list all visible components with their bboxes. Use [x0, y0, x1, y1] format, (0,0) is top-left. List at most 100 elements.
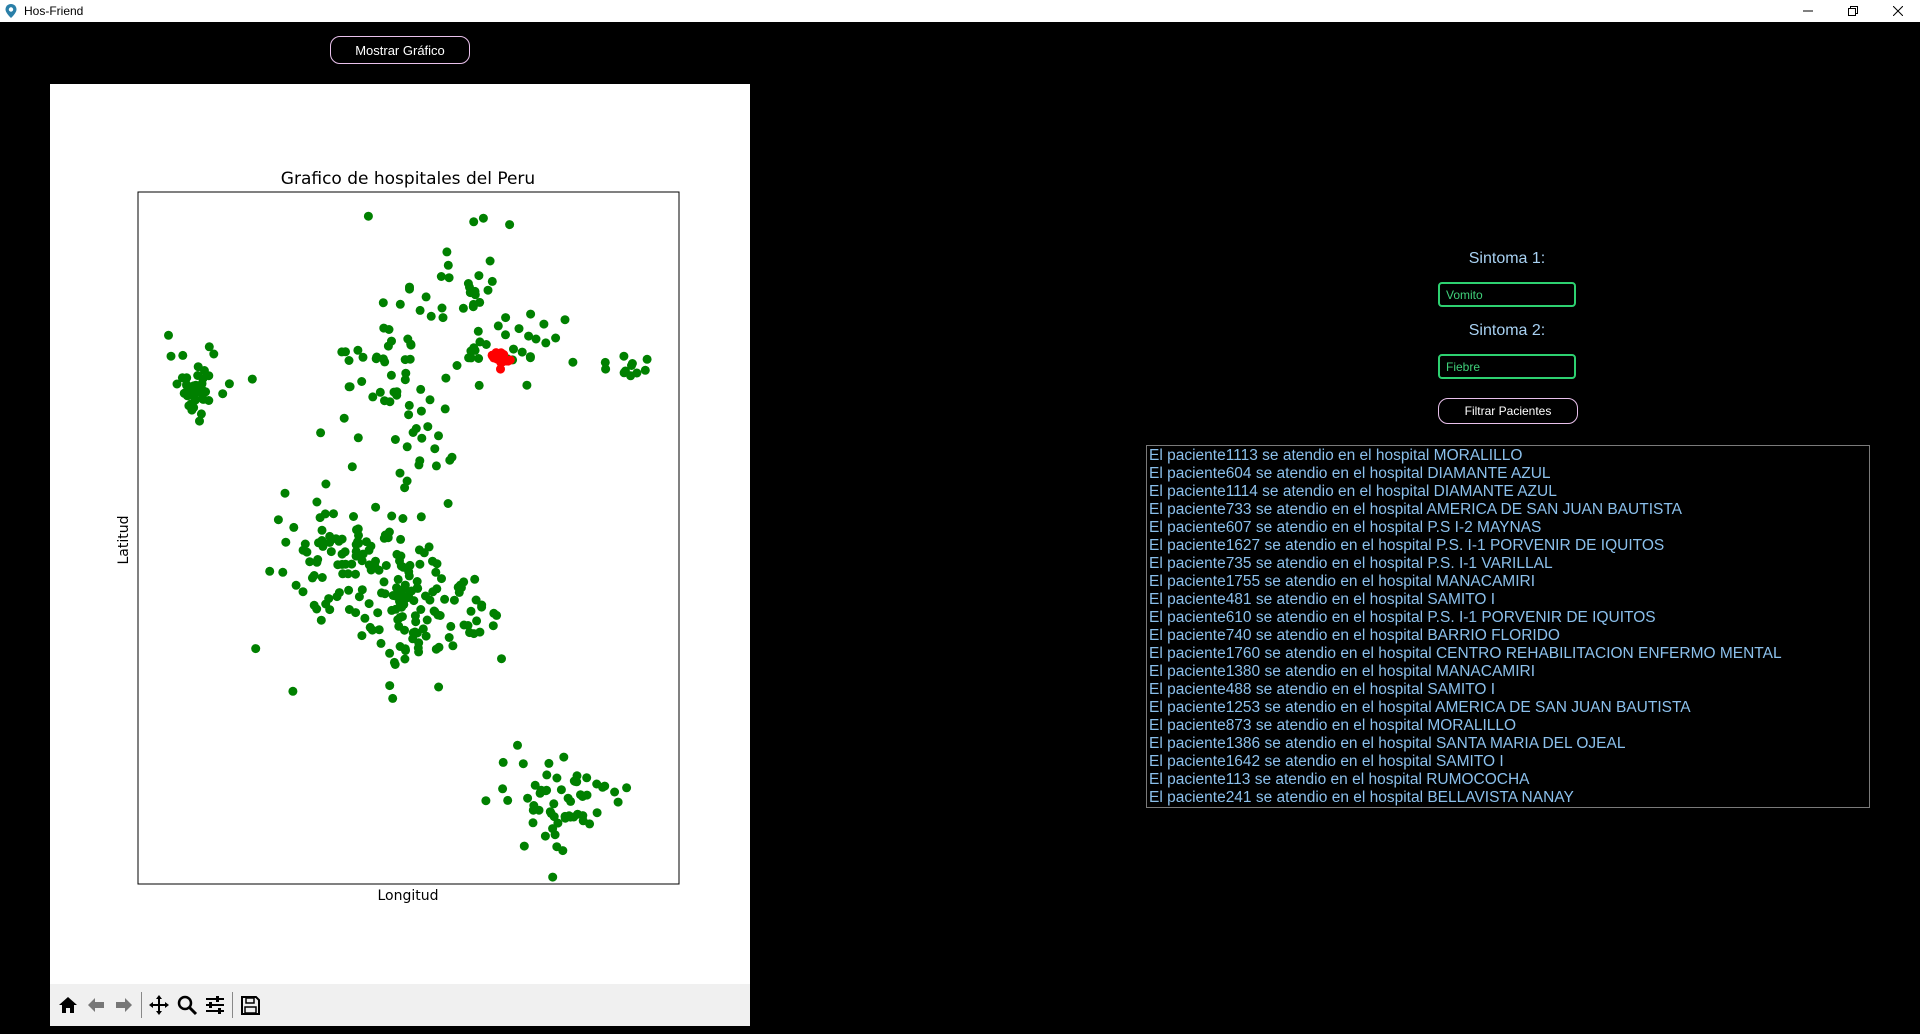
data-point	[291, 580, 301, 590]
data-point	[406, 340, 416, 350]
data-point	[437, 303, 447, 313]
data-point	[317, 536, 327, 545]
pan-icon	[149, 995, 169, 1015]
close-button[interactable]	[1875, 0, 1920, 22]
data-point	[474, 354, 484, 363]
data-point	[418, 624, 428, 634]
filter-patients-button[interactable]: Filtrar Pacientes	[1438, 398, 1578, 424]
save-button[interactable]	[236, 991, 264, 1019]
data-point	[338, 569, 348, 579]
data-point	[400, 483, 410, 493]
chart-title: Grafico de hospitales del Peru	[281, 169, 535, 189]
data-point	[396, 534, 406, 544]
configure-button[interactable]	[201, 991, 229, 1019]
zoom-button[interactable]	[173, 991, 201, 1019]
data-point	[501, 313, 511, 323]
data-point	[400, 580, 410, 590]
data-point	[610, 787, 620, 797]
data-point	[395, 299, 405, 309]
data-point	[552, 773, 562, 783]
data-point	[288, 686, 298, 696]
minimize-icon	[1802, 10, 1813, 12]
data-point	[470, 286, 480, 296]
data-point	[172, 379, 182, 389]
data-point	[600, 357, 610, 367]
data-point	[196, 409, 206, 419]
data-point	[224, 379, 234, 389]
home-button[interactable]	[54, 991, 82, 1019]
data-point	[374, 565, 384, 575]
toolbar-separator	[141, 992, 142, 1018]
data-point	[478, 213, 488, 223]
data-points	[164, 211, 652, 882]
back-button[interactable]	[82, 991, 110, 1019]
scatter-chart[interactable]: Grafico de hospitales del Peru Longitud …	[50, 84, 750, 984]
minimize-button[interactable]	[1785, 0, 1830, 22]
data-point	[313, 555, 323, 564]
data-point	[387, 605, 397, 615]
data-point	[375, 387, 385, 397]
data-point	[393, 615, 403, 625]
symptom1-input[interactable]	[1438, 282, 1576, 307]
data-point	[371, 502, 381, 512]
data-point	[423, 422, 433, 432]
data-point	[443, 260, 453, 270]
data-point	[489, 353, 499, 363]
data-point	[379, 577, 389, 587]
data-point	[193, 362, 203, 372]
data-point	[472, 616, 482, 626]
result-item: El paciente604 se atendio en el hospital…	[1149, 465, 1551, 482]
data-point	[404, 567, 414, 577]
data-point	[251, 644, 261, 654]
data-point	[289, 522, 299, 532]
data-point	[357, 631, 367, 641]
restore-icon	[1847, 6, 1858, 16]
data-point	[378, 298, 388, 308]
data-point	[398, 514, 408, 523]
data-point	[514, 324, 524, 334]
forward-button[interactable]	[110, 991, 138, 1019]
data-point	[401, 368, 411, 378]
y-axis-label: Latitud	[116, 515, 132, 564]
plot-toolbar	[50, 984, 750, 1026]
chart-figure: Grafico de hospitales del Peru Longitud …	[50, 84, 750, 1026]
restore-button[interactable]	[1830, 0, 1875, 22]
result-item: El paciente1627 se atendio en el hospita…	[1149, 537, 1665, 554]
data-point	[487, 276, 497, 286]
result-item: El paciente1755 se atendio en el hospita…	[1149, 573, 1535, 590]
data-point	[582, 773, 592, 783]
symptom2-input[interactable]	[1438, 354, 1576, 379]
data-point	[363, 211, 373, 221]
data-point	[393, 574, 403, 584]
data-point	[400, 375, 410, 385]
result-item: El paciente1386 se atendio en el hospita…	[1149, 735, 1626, 752]
configure-icon	[206, 996, 224, 1014]
data-point	[312, 604, 322, 614]
result-item: El paciente740 se atendio en el hospital…	[1149, 627, 1560, 644]
data-point	[325, 531, 335, 541]
data-point	[166, 351, 176, 361]
pan-button[interactable]	[145, 991, 173, 1019]
data-point	[353, 537, 363, 547]
results-list[interactable]: El paciente1113 se atendio en el hospita…	[1146, 445, 1870, 808]
data-point	[316, 428, 326, 438]
show-chart-button[interactable]: Mostrar Gráfico	[330, 36, 470, 64]
data-point	[505, 220, 515, 230]
data-point	[430, 607, 440, 617]
data-point	[548, 872, 558, 882]
data-point	[425, 395, 435, 405]
data-point	[459, 620, 469, 630]
data-point	[465, 628, 475, 638]
data-point	[386, 370, 396, 380]
data-point	[524, 331, 534, 341]
data-point	[559, 752, 569, 762]
data-point	[458, 303, 468, 313]
data-point	[307, 573, 317, 583]
data-point	[412, 577, 422, 586]
data-point	[198, 394, 208, 404]
data-point	[351, 546, 361, 556]
data-point	[209, 349, 219, 359]
data-point	[397, 602, 407, 612]
data-point	[468, 302, 478, 312]
data-point	[421, 292, 431, 302]
